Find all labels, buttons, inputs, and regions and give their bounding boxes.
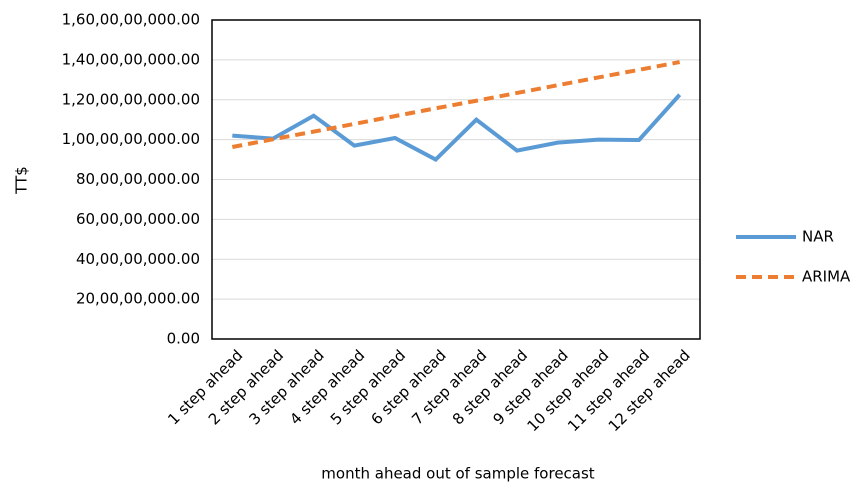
y-tick-label: 40,00,00,000.00: [76, 250, 200, 268]
y-axis-title: TT$: [13, 166, 31, 195]
y-tick-label: 60,00,00,000.00: [76, 210, 200, 228]
legend-label: NAR: [802, 228, 834, 246]
y-tick-label: 1,40,00,00,000.00: [62, 50, 200, 68]
x-axis-title: month ahead out of sample forecast: [321, 465, 595, 483]
y-tick-label: 20,00,00,000.00: [76, 290, 200, 308]
y-tick-label: 1,00,00,00,000.00: [62, 130, 200, 148]
plot-border: [211, 19, 701, 340]
series-line: [231, 60, 681, 149]
y-tick-label: 0.00: [167, 330, 200, 348]
y-tick-label: 1,60,00,00,000.00: [62, 11, 200, 29]
y-tick-label: 1,20,00,00,000.00: [62, 90, 200, 108]
legend-label: ARIMA: [802, 268, 851, 286]
y-tick-label: 80,00,00,000.00: [76, 170, 200, 188]
series-line: [232, 93, 682, 163]
